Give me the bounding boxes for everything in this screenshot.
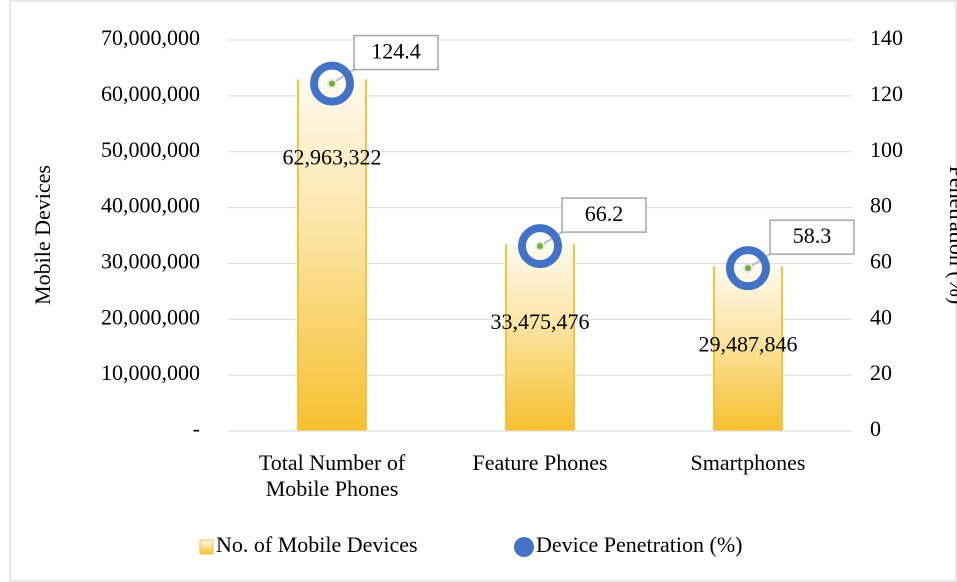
y-tick-label: 50,000,000 <box>101 137 200 162</box>
y-tick-label: 70,000,000 <box>101 25 200 50</box>
point <box>726 246 770 291</box>
callout-box <box>769 219 855 255</box>
y2-tick-label: 140 <box>870 25 903 50</box>
y2-axis-label: Penetration (%) <box>945 166 957 305</box>
callout-box <box>561 197 647 233</box>
point-center <box>535 241 545 252</box>
callout-box <box>353 34 439 71</box>
point-center <box>743 263 753 274</box>
y2-tick-label: 40 <box>870 304 892 329</box>
y2-tick-label: 80 <box>870 193 892 218</box>
y-tick-label: 10,000,000 <box>101 360 200 385</box>
point-center <box>327 78 337 89</box>
x-tick-label: Feature Phones <box>472 450 608 475</box>
data-label: 33,475,476 <box>491 309 590 334</box>
y-tick-label: 60,000,000 <box>101 81 200 106</box>
data-label: 29,487,846 <box>699 331 798 356</box>
data-label: 124.4 <box>371 39 421 64</box>
data-label: 66.2 <box>585 201 624 226</box>
chart-border <box>9 0 957 582</box>
legend-swatch <box>514 537 534 557</box>
y2-tick-label: 100 <box>870 137 903 162</box>
y2-tick-label: 120 <box>870 81 903 106</box>
y-tick-label: 20,000,000 <box>101 304 200 329</box>
y2-tick-label: 20 <box>870 360 892 385</box>
x-tick-label: Smartphones <box>690 450 806 475</box>
y-tick-label: 30,000,000 <box>101 248 200 273</box>
legend-label: No. of Mobile Devices <box>216 532 418 557</box>
legend-swatch <box>199 539 214 555</box>
bar <box>298 79 366 431</box>
y2-tick-label: 0 <box>870 416 881 441</box>
bar <box>506 244 574 431</box>
point <box>518 224 562 269</box>
y-tick-label: 40,000,000 <box>101 193 200 218</box>
legend-label: Device Penetration (%) <box>536 532 742 557</box>
bar <box>714 266 782 431</box>
point <box>310 61 354 106</box>
y-axis-label: Mobile Devices <box>30 165 55 305</box>
x-tick-label: Total Number of Mobile Phones <box>258 450 406 501</box>
y2-tick-label: 60 <box>870 248 892 273</box>
y-tick-label: - <box>193 416 200 441</box>
data-label: 62,963,322 <box>283 144 382 169</box>
data-label: 58.3 <box>793 223 832 248</box>
